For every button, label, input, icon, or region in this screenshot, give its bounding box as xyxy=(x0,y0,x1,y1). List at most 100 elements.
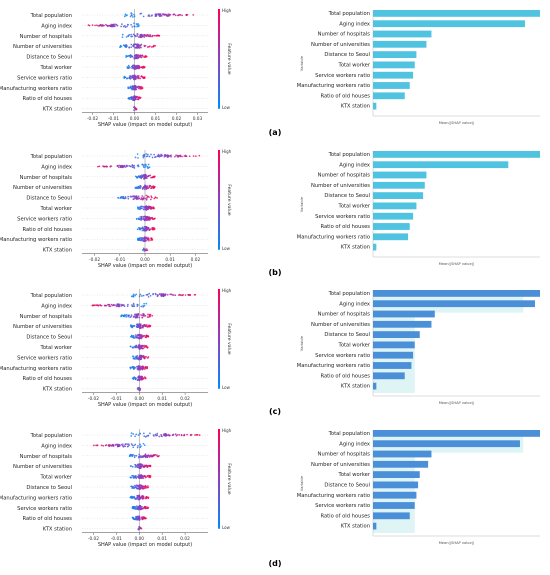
shap-point xyxy=(140,485,143,487)
shap-point xyxy=(141,516,144,518)
shap-point xyxy=(146,195,149,198)
shap-point xyxy=(136,196,139,199)
shap-point xyxy=(145,294,148,296)
shap-point xyxy=(130,33,132,36)
shap-point xyxy=(164,432,167,435)
shap-point xyxy=(141,207,143,210)
shap-point xyxy=(97,165,99,168)
shap-point xyxy=(159,13,162,16)
shap-point xyxy=(150,196,153,199)
shap-point xyxy=(125,165,128,168)
shap-point xyxy=(139,88,141,90)
shap-point xyxy=(133,324,136,327)
shap-point xyxy=(144,367,147,369)
shap-point xyxy=(142,188,144,190)
bar-feature-label: Total population xyxy=(328,152,370,158)
importance-bar xyxy=(373,192,424,199)
shap-point xyxy=(131,195,134,198)
shap-point xyxy=(140,86,143,89)
beeswarm-feature-label: Aging index xyxy=(41,23,72,29)
shap-point xyxy=(133,78,135,80)
shap-point xyxy=(136,515,139,518)
shap-point xyxy=(134,505,136,508)
importance-bar xyxy=(373,481,419,489)
shap-point xyxy=(127,24,129,26)
shap-point xyxy=(115,305,118,308)
shap-point xyxy=(134,87,137,90)
shap-point xyxy=(143,344,145,347)
shap-point xyxy=(121,444,124,447)
shap-point xyxy=(136,485,139,488)
shap-point xyxy=(130,465,132,467)
shap-point xyxy=(111,25,113,28)
shap-point xyxy=(134,443,137,446)
shap-point xyxy=(134,187,137,189)
shap-point xyxy=(130,43,133,46)
shap-point xyxy=(135,54,137,57)
shap-point xyxy=(133,109,135,112)
beeswarm-x-tick-label: 0.02 xyxy=(180,536,190,542)
bar-feature-label: Total population xyxy=(328,11,370,17)
beeswarm-x-tick-label: 0.00 xyxy=(134,536,144,542)
shap-point xyxy=(117,166,120,169)
beeswarm-feature-label: Aging index xyxy=(41,164,72,170)
shap-point xyxy=(135,68,137,70)
shap-point xyxy=(145,225,147,228)
beeswarm-x-label: SHAP value (impact on model output) xyxy=(98,402,192,408)
shap-point xyxy=(141,475,143,478)
shap-point xyxy=(162,293,165,296)
shap-point xyxy=(141,344,143,347)
shap-point xyxy=(134,84,136,87)
shap-point xyxy=(124,45,127,48)
shap-point xyxy=(135,65,138,68)
shap-point xyxy=(159,293,161,295)
shap-point xyxy=(134,366,136,369)
shap-point xyxy=(140,336,143,339)
shap-point xyxy=(144,314,147,317)
shap-point xyxy=(174,14,177,17)
shap-point xyxy=(133,96,136,99)
shap-point xyxy=(104,444,107,447)
shap-point xyxy=(144,174,147,176)
shap-point xyxy=(142,174,145,176)
shap-point xyxy=(141,195,144,197)
shap-point xyxy=(141,249,144,251)
shap-point xyxy=(138,505,141,507)
shap-point xyxy=(154,13,157,16)
shap-point xyxy=(185,13,188,16)
shap-point xyxy=(128,97,131,99)
bar-feature-label: Manufacturing workers ratio xyxy=(297,493,370,499)
shap-point xyxy=(116,164,119,167)
beeswarm-feature-label: Ratio of old houses xyxy=(22,96,72,102)
shap-point xyxy=(150,187,153,189)
bar-x-label: Mean(|SHAP value|) xyxy=(439,541,475,545)
shap-point xyxy=(176,434,179,436)
shap-point xyxy=(122,315,125,318)
panel-label: (c) xyxy=(269,407,281,416)
shap-point xyxy=(138,197,141,200)
shap-point xyxy=(143,304,146,307)
shap-point xyxy=(137,376,140,378)
shap-point xyxy=(136,33,139,35)
importance-bar xyxy=(373,300,535,308)
shap-point xyxy=(143,474,146,477)
shap-point xyxy=(139,365,141,368)
shap-point xyxy=(142,228,145,230)
shap-point xyxy=(140,335,143,337)
shap-point xyxy=(137,206,140,209)
shap-point xyxy=(144,34,146,36)
shap-point xyxy=(145,177,148,179)
shap-point xyxy=(138,463,141,465)
shap-point xyxy=(136,25,138,28)
shap-point xyxy=(129,195,132,198)
shap-point xyxy=(145,216,147,218)
shap-point xyxy=(134,476,137,478)
shap-point xyxy=(132,99,135,102)
shap-point xyxy=(143,465,145,467)
importance-bar xyxy=(373,51,417,58)
beeswarm-feature-label: Number of hospitals xyxy=(20,34,73,40)
shap-point xyxy=(143,516,146,519)
shap-point xyxy=(146,325,149,328)
shap-point xyxy=(137,445,139,447)
shap-point xyxy=(130,165,132,168)
